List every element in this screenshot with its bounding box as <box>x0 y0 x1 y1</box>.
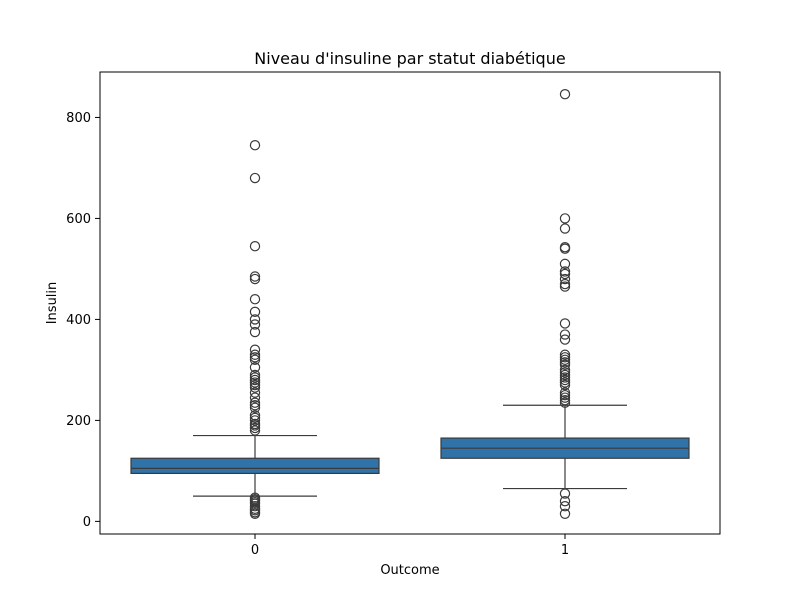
outlier-point <box>249 410 261 421</box>
outlier-point <box>249 349 261 360</box>
outlier-point <box>559 364 571 376</box>
outlier-point <box>249 273 261 285</box>
x-tick-label: 0 <box>251 543 259 558</box>
outlier-point <box>249 425 261 436</box>
outlier-point <box>249 397 261 408</box>
box-group-0 <box>130 140 380 520</box>
outlier-point <box>249 372 261 383</box>
outlier-point <box>249 392 261 403</box>
outlier-point <box>249 352 261 363</box>
outlier-point <box>559 318 571 329</box>
outlier-point <box>559 374 571 386</box>
x-axis-label: Outcome <box>380 563 439 578</box>
outlier-point <box>249 379 261 391</box>
outlier-point <box>559 488 571 499</box>
box-group-1 <box>440 89 690 520</box>
outlier-point <box>559 392 571 403</box>
outlier-point <box>249 415 261 426</box>
outlier-point <box>559 357 571 368</box>
outlier-point <box>559 268 571 280</box>
outlier-point <box>249 140 261 151</box>
outlier-point <box>249 344 261 355</box>
boxes-layer <box>130 89 690 520</box>
outlier-point <box>559 501 571 512</box>
outlier-point <box>249 402 261 413</box>
outlier-point <box>559 508 571 520</box>
outlier-point <box>559 223 571 234</box>
outlier-point <box>249 240 261 252</box>
outlier-point <box>559 334 571 345</box>
outlier-point <box>559 89 571 100</box>
outlier-point <box>559 242 571 253</box>
outlier-point <box>249 271 261 282</box>
outlier-point <box>559 377 571 388</box>
box-iqr <box>130 457 380 475</box>
outlier-point <box>559 359 571 371</box>
outlier-point <box>249 172 261 184</box>
outlier-point <box>559 266 571 277</box>
outlier-point <box>559 213 571 224</box>
outlier-point <box>559 354 571 366</box>
outlier-point <box>249 382 261 393</box>
y-tick-label: 400 <box>66 313 91 328</box>
outlier-point <box>559 372 571 383</box>
outlier-point <box>249 369 261 381</box>
outlier-point <box>249 492 261 503</box>
outlier-point <box>249 294 261 305</box>
outlier-point <box>559 367 571 378</box>
outlier-point <box>249 374 261 386</box>
outlier-point <box>249 377 261 388</box>
outlier-point <box>249 501 261 512</box>
outlier-point <box>559 495 571 507</box>
outlier-point <box>249 319 261 330</box>
outlier-point <box>559 394 571 406</box>
plot-area <box>99 71 721 535</box>
y-tick-label: 600 <box>66 212 91 227</box>
y-tick-label: 0 <box>83 515 91 530</box>
y-axis-label: Insulin <box>45 282 60 325</box>
outlier-point <box>559 329 571 340</box>
outlier-point <box>559 397 571 408</box>
outlier-point <box>559 387 571 398</box>
y-tick-label: 800 <box>66 111 91 126</box>
outlier-point <box>559 273 571 285</box>
outlier-point <box>559 389 571 401</box>
outlier-point <box>249 306 261 318</box>
chart-title: Niveau d'insuline par statut diabétique <box>254 49 565 68</box>
y-tick-label: 200 <box>66 414 91 429</box>
outlier-point <box>559 281 571 292</box>
outlier-point <box>249 400 261 411</box>
y-axis: 0 200 400 600 800 <box>66 111 100 530</box>
outlier-point <box>249 362 261 373</box>
outlier-point <box>249 412 261 424</box>
outlier-point <box>559 379 571 391</box>
outlier-point <box>249 354 261 366</box>
outlier-point <box>559 278 571 290</box>
outlier-point <box>559 349 571 360</box>
outlier-point <box>559 258 571 270</box>
outlier-point <box>249 422 261 434</box>
x-tick-label: 1 <box>561 543 569 558</box>
outlier-point <box>559 352 571 363</box>
outlier-point <box>249 326 261 338</box>
outlier-point <box>249 418 261 430</box>
outlier-point <box>249 387 261 398</box>
outlier-point <box>249 314 261 325</box>
outlier-point <box>559 369 571 381</box>
